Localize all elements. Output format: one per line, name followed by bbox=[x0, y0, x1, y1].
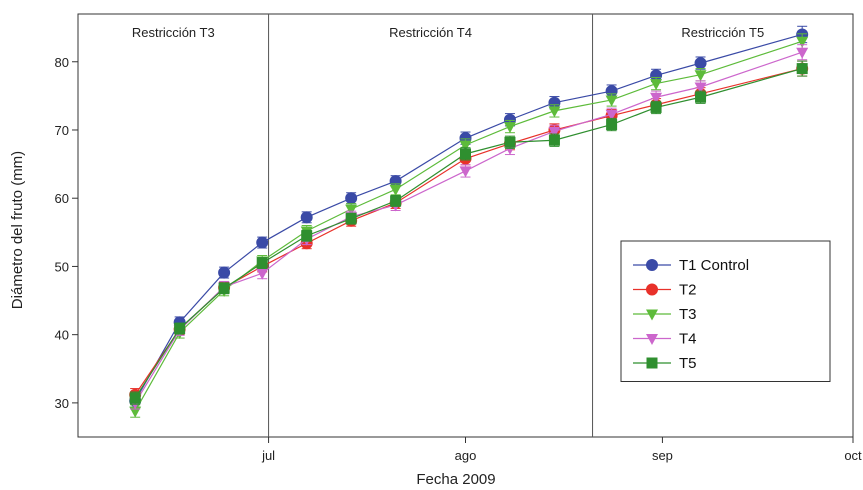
data-point bbox=[796, 36, 809, 48]
data-point bbox=[694, 57, 707, 70]
data-point bbox=[390, 195, 402, 207]
data-point bbox=[389, 184, 402, 196]
data-point bbox=[548, 134, 560, 146]
region-label: Restricción T5 bbox=[681, 25, 764, 40]
data-point bbox=[650, 79, 663, 91]
plot-area: Restricción T3 Restricción T4 Restricción … bbox=[55, 13, 862, 463]
data-point bbox=[503, 122, 516, 134]
data-point bbox=[459, 166, 472, 178]
data-point bbox=[548, 126, 561, 138]
series-line bbox=[134, 68, 803, 399]
series-line bbox=[134, 33, 803, 402]
x-tick-label: sep bbox=[652, 448, 673, 463]
data-point bbox=[345, 192, 358, 205]
legend-label: T5 bbox=[679, 355, 697, 372]
legend-marker bbox=[646, 357, 658, 369]
legend-marker bbox=[646, 283, 658, 296]
data-point bbox=[256, 257, 268, 269]
y-axis-title: Diámetro del fruto (mm) bbox=[9, 151, 26, 309]
data-point bbox=[218, 282, 230, 294]
legend-label: T4 bbox=[679, 331, 697, 348]
data-point bbox=[345, 204, 358, 216]
data-point bbox=[174, 323, 186, 335]
data-point bbox=[256, 268, 269, 280]
legend-label: T3 bbox=[679, 306, 697, 323]
legend: T1 Control T2 T3 T4 T5 bbox=[620, 240, 831, 382]
data-point bbox=[460, 148, 471, 160]
data-point bbox=[796, 63, 808, 75]
data-point bbox=[796, 47, 809, 59]
data-point bbox=[605, 109, 618, 121]
legend-marker bbox=[646, 309, 658, 321]
y-tick-label: 50 bbox=[55, 259, 69, 274]
data-point bbox=[459, 140, 472, 152]
data-point bbox=[694, 82, 707, 94]
x-tick-label: ago bbox=[455, 448, 477, 463]
legend-marker bbox=[646, 259, 658, 271]
data-point bbox=[301, 230, 313, 242]
data-point bbox=[548, 106, 561, 118]
data-point bbox=[650, 101, 662, 113]
series-line bbox=[134, 40, 803, 412]
y-tick-label: 30 bbox=[55, 396, 69, 411]
data-point bbox=[606, 119, 618, 131]
y-tick-label: 60 bbox=[55, 191, 69, 206]
y-tick-label: 70 bbox=[55, 123, 69, 138]
y-tick-label: 80 bbox=[55, 55, 69, 70]
data-point bbox=[695, 91, 707, 103]
data-point bbox=[650, 92, 663, 104]
legend-marker bbox=[646, 334, 658, 345]
data-point bbox=[129, 392, 141, 404]
region-label: Restricción T3 bbox=[132, 25, 215, 40]
data-point bbox=[345, 213, 357, 225]
data-point bbox=[504, 136, 516, 148]
data-point bbox=[694, 70, 707, 82]
data-point bbox=[300, 211, 313, 224]
data-point bbox=[256, 236, 269, 249]
x-tick-label: jul bbox=[261, 448, 275, 463]
legend-label: T1 Control bbox=[679, 257, 749, 274]
data-point bbox=[218, 266, 231, 279]
region-label: Restricción T4 bbox=[389, 25, 472, 40]
x-tick-label: oct bbox=[844, 448, 862, 463]
y-tick-label: 40 bbox=[55, 328, 69, 343]
legend-label: T2 bbox=[679, 282, 697, 299]
x-axis-title: Fecha 2009 bbox=[416, 471, 495, 488]
series-t5 bbox=[129, 60, 808, 405]
data-point bbox=[605, 95, 618, 107]
